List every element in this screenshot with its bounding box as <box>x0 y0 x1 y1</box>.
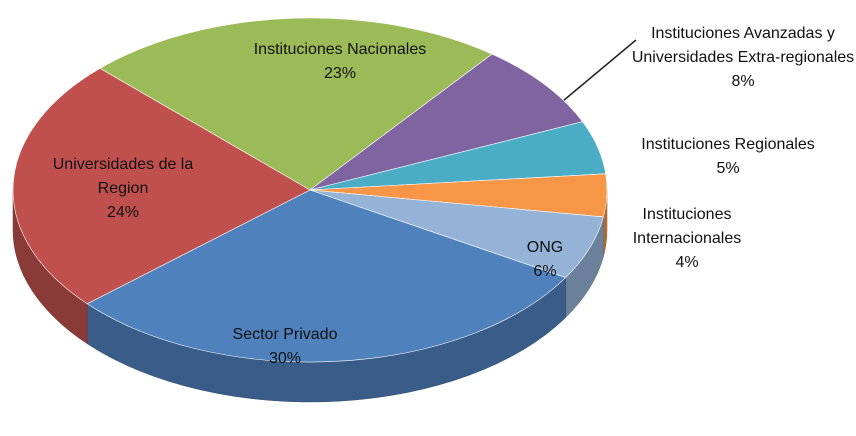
category-name: Instituciones Internacionales <box>632 206 742 247</box>
category-name: Instituciones Avanzadas y Universidades … <box>631 25 855 66</box>
slice-label: Instituciones Internacionales 4% <box>612 203 762 275</box>
slice <box>86 189 567 363</box>
slice <box>309 53 584 191</box>
value-label: 30% <box>268 350 302 367</box>
slice-label: Instituciones Avanzadas y Universidades … <box>630 22 856 94</box>
slice-label: Sector Privado 30% <box>185 323 385 371</box>
value-label: 6% <box>533 263 557 280</box>
category-name: Sector Privado <box>232 326 338 343</box>
value-label: 4% <box>675 254 699 271</box>
slice <box>99 17 493 191</box>
slice-label: ONG 6% <box>505 236 585 284</box>
category-name: Instituciones Regionales <box>641 136 815 153</box>
slice <box>12 68 311 305</box>
value-label: 5% <box>716 160 740 177</box>
value-label: 8% <box>731 73 755 90</box>
slice-label: Universidades de la Region 24% <box>28 153 218 225</box>
category-name: Universidades de la Region <box>52 156 194 197</box>
category-name: Instituciones Nacionales <box>253 41 427 58</box>
tops <box>12 17 608 363</box>
slice-label: Instituciones Regionales 5% <box>622 133 834 181</box>
value-label: 24% <box>106 204 140 221</box>
category-name: ONG <box>526 239 564 256</box>
slice-label: Instituciones Nacionales 23% <box>220 38 460 86</box>
value-label: 23% <box>323 65 357 82</box>
